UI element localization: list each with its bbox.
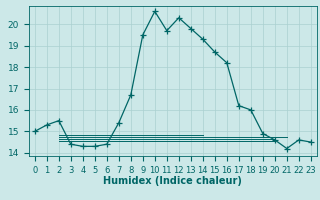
X-axis label: Humidex (Indice chaleur): Humidex (Indice chaleur) xyxy=(103,176,242,186)
